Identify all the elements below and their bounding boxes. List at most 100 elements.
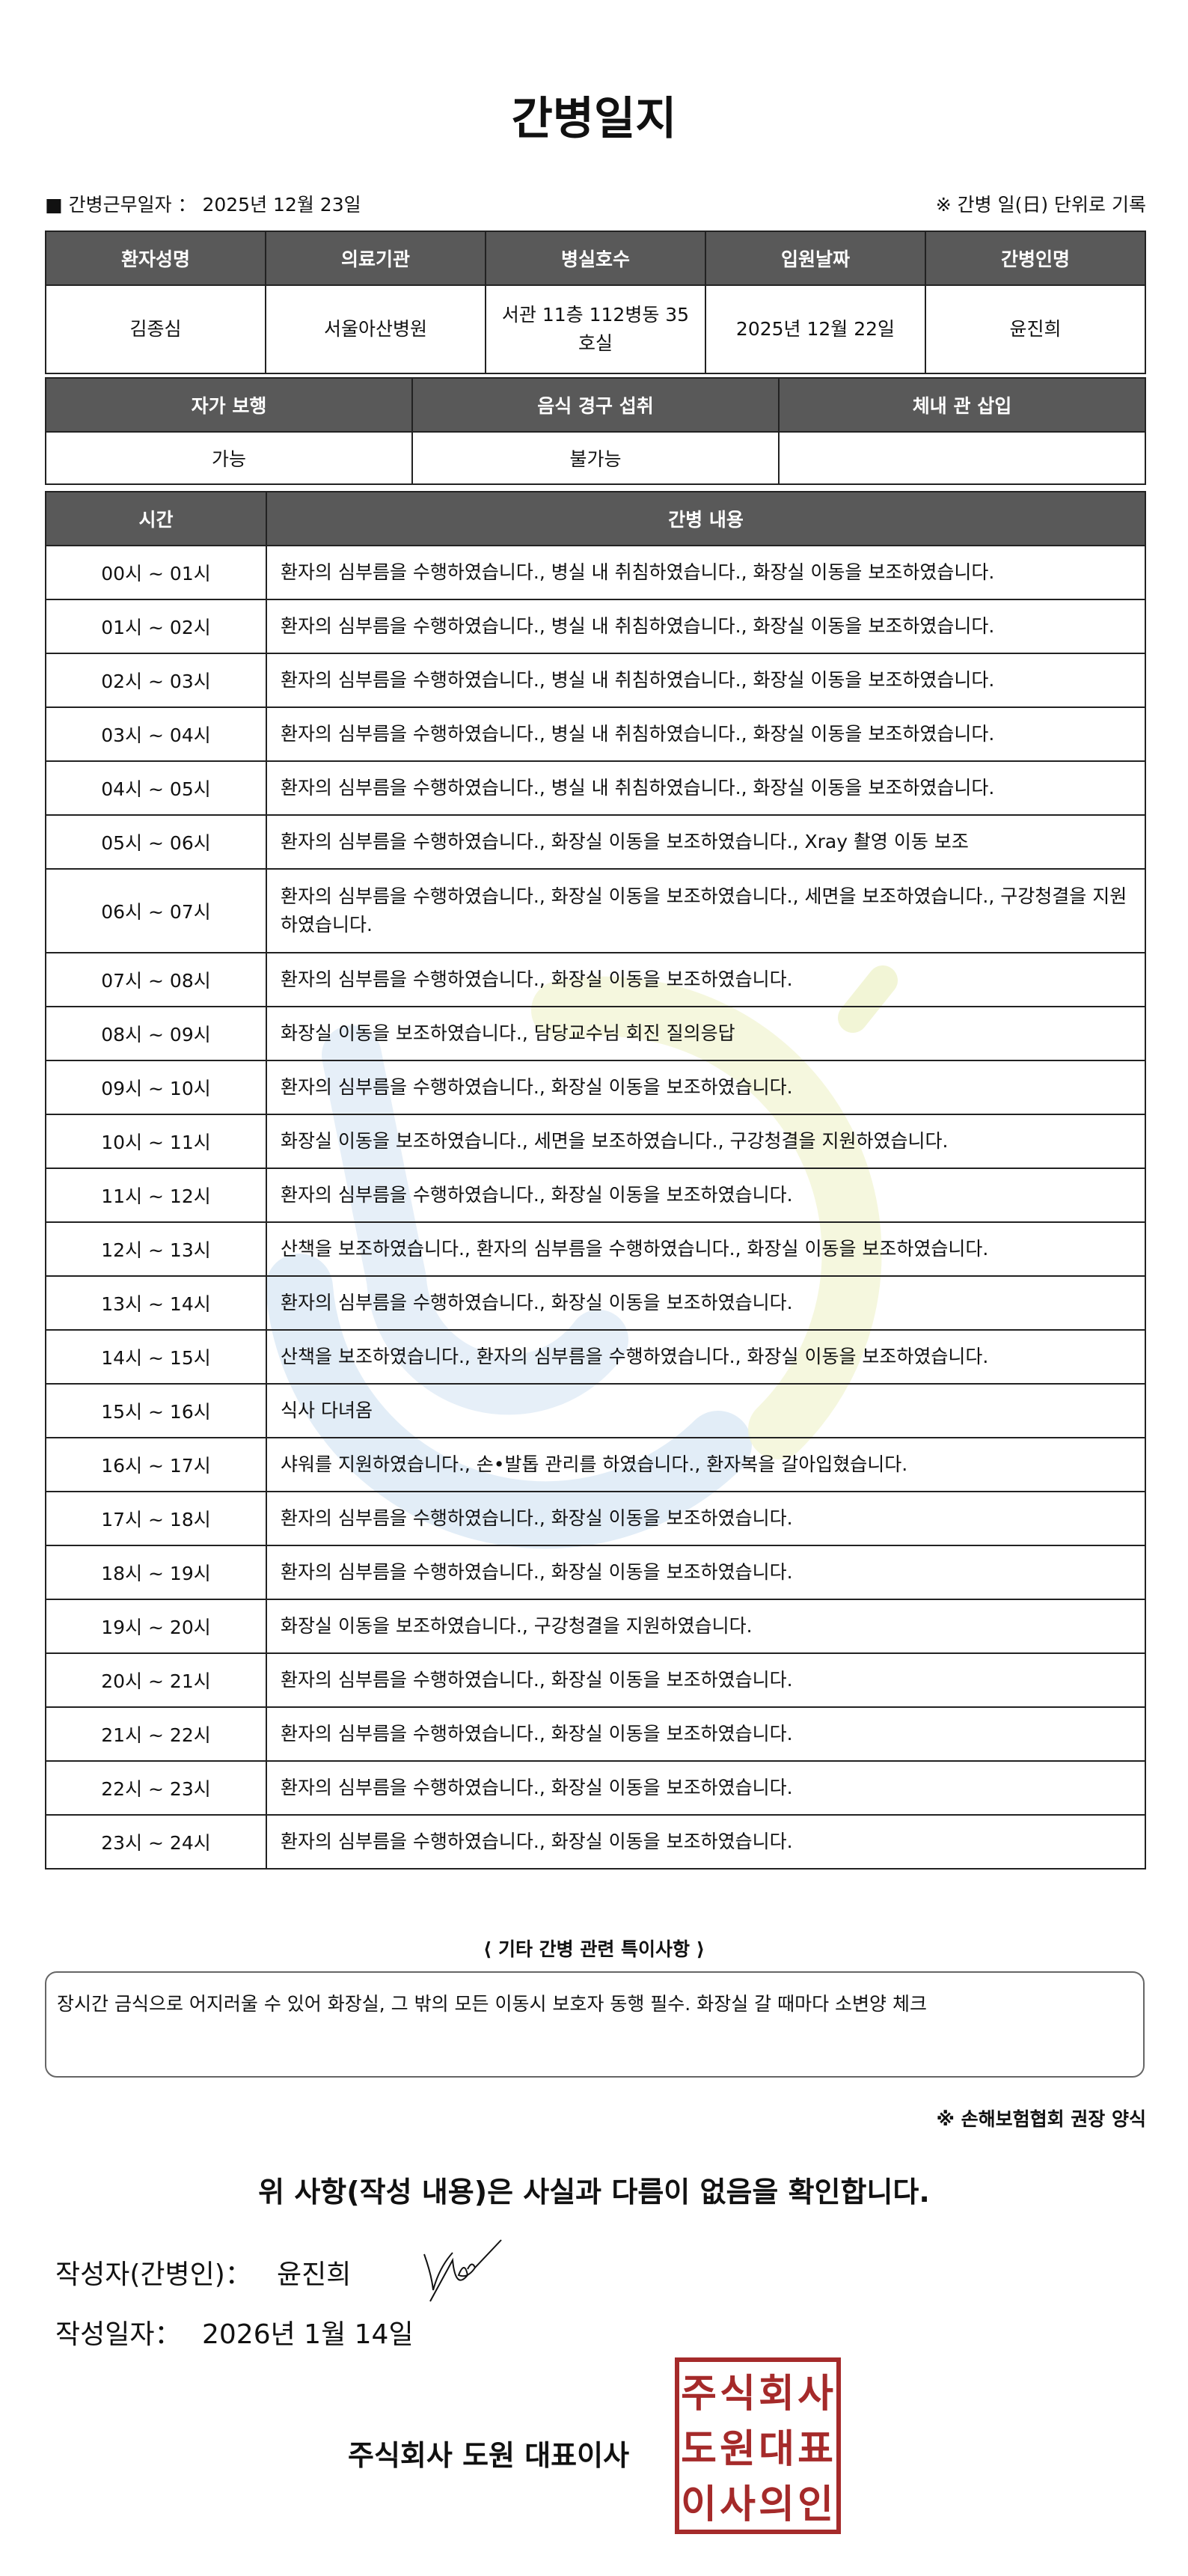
notes-box: 장시간 금식으로 어지러울 수 있어 화장실, 그 밖의 모든 이동시 보호자 … <box>45 1971 1145 2078</box>
log-row: 04시 ~ 05시 환자의 심부름을 수행하였습니다., 병실 내 취침하였습니다… <box>45 760 1146 816</box>
log-time: 20시 ~ 21시 <box>45 1652 267 1708</box>
log-time: 17시 ~ 18시 <box>45 1491 267 1546</box>
tube <box>778 431 1146 485</box>
log-content: 환자의 심부름을 수행하였습니다., 화장실 이동을 보조하였습니다. <box>266 1706 1146 1762</box>
log-time: 21시 ~ 22시 <box>45 1706 267 1762</box>
seal-character: 사 <box>720 2482 756 2527</box>
log-content: 환자의 심부름을 수행하였습니다., 병실 내 취침하였습니다., 화장실 이동… <box>266 706 1146 762</box>
log-content: 환자의 심부름을 수행하였습니다., 화장실 이동을 보조하였습니다. <box>266 1760 1146 1816</box>
log-content: 환자의 심부름을 수행하였습니다., 화장실 이동을 보조하였습니다. <box>266 1060 1146 1115</box>
admission-date: 2025년 12월 22일 <box>705 284 926 374</box>
seal-character: 원 <box>720 2427 756 2472</box>
page-title: 간병일지 <box>511 93 677 145</box>
log-content: 환자의 심부름을 수행하였습니다., 병실 내 취침하였습니다., 화장실 이동… <box>266 760 1146 816</box>
seal-character: 표 <box>797 2427 833 2472</box>
log-time: 05시 ~ 06시 <box>45 814 267 870</box>
log-content: 환자의 심부름을 수행하였습니다., 화장실 이동을 보조하였습니다., Xra… <box>266 814 1146 870</box>
log-time: 14시 ~ 15시 <box>45 1329 267 1385</box>
header-tube: 체내 관 삽입 <box>778 377 1146 433</box>
written-date-label: 작성일자： <box>55 2319 182 2350</box>
log-time: 13시 ~ 14시 <box>45 1275 267 1331</box>
log-row: 19시 ~ 20시 화장실 이동을 보조하였습니다., 구강청결을 지원하였습니다… <box>45 1599 1146 1654</box>
header-time: 시간 <box>45 491 267 546</box>
seal-character: 도 <box>681 2427 717 2472</box>
patient-info-table: 환자성명 의료기관 병실호수 입원날짜 간병인명 김종심 서울아산병원 서관 1… <box>45 231 1146 374</box>
log-row: 01시 ~ 02시 환자의 심부름을 수행하였습니다., 병실 내 취침하였습니다… <box>45 599 1146 654</box>
log-row: 23시 ~ 24시 환자의 심부름을 수행하였습니다., 화장실 이동을 보조하였… <box>45 1814 1146 1870</box>
work-date-value: 2025년 12월 23일 <box>202 194 361 216</box>
log-row: 16시 ~ 17시 샤워를 지원하였습니다., 손•발톱 관리를 하였습니다., … <box>45 1437 1146 1492</box>
log-row: 07시 ~ 08시 환자의 심부름을 수행하였습니다., 화장실 이동을 보조하였… <box>45 952 1146 1007</box>
patient-status-table: 자가 보행 음식 경구 섭취 체내 관 삽입 가능 불가능 <box>45 377 1146 485</box>
log-content: 식사 다녀옴 <box>266 1383 1146 1438</box>
author-label: 작성자(간병인)： <box>55 2259 252 2290</box>
log-content: 환자의 심부름을 수행하였습니다., 화장실 이동을 보조하였습니다. <box>266 952 1146 1007</box>
log-time: 07시 ~ 08시 <box>45 952 267 1007</box>
log-time: 16시 ~ 17시 <box>45 1437 267 1492</box>
log-content: 화장실 이동을 보조하였습니다., 구강청결을 지원하였습니다. <box>266 1599 1146 1654</box>
log-content: 환자의 심부름을 수행하였습니다., 화장실 이동을 보조하였습니다. <box>266 1275 1146 1331</box>
header-walking: 자가 보행 <box>45 377 413 433</box>
log-time: 22시 ~ 23시 <box>45 1760 267 1816</box>
log-time: 23시 ~ 24시 <box>45 1814 267 1870</box>
log-time: 08시 ~ 09시 <box>45 1006 267 1061</box>
log-row: 00시 ~ 01시 환자의 심부름을 수행하였습니다., 병실 내 취침하였습니다… <box>45 545 1146 600</box>
room: 서관 11층 112병동 35호실 <box>485 284 706 374</box>
log-row: 13시 ~ 14시 환자의 심부름을 수행하였습니다., 화장실 이동을 보조하였… <box>45 1275 1146 1331</box>
log-row: 17시 ~ 18시 환자의 심부름을 수행하였습니다., 화장실 이동을 보조하였… <box>45 1491 1146 1546</box>
log-time: 00시 ~ 01시 <box>45 545 267 600</box>
notes-label: ⟨ 기타 간병 관련 특이사항 ⟩ <box>483 1938 705 1960</box>
record-note: ※ 간병 일(日) 단위로 기록 <box>935 194 1146 216</box>
log-content: 환자의 심부름을 수행하였습니다., 화장실 이동을 보조하였습니다. <box>266 1491 1146 1546</box>
log-time: 19시 ~ 20시 <box>45 1599 267 1654</box>
author-name: 윤진희 <box>277 2259 352 2290</box>
header-room: 병실호수 <box>485 231 706 286</box>
log-time: 18시 ~ 19시 <box>45 1545 267 1600</box>
form-note: ※ 손해보험협회 권장 양식 <box>936 2108 1146 2130</box>
log-content: 산책을 보조하였습니다., 환자의 심부름을 수행하였습니다., 화장실 이동을… <box>266 1221 1146 1277</box>
header-hospital: 의료기관 <box>265 231 486 286</box>
log-content: 환자의 심부름을 수행하였습니다., 화장실 이동을 보조하였습니다. <box>266 1545 1146 1600</box>
log-content: 화장실 이동을 보조하였습니다., 담당교수님 회진 질의응답 <box>266 1006 1146 1061</box>
log-content: 환자의 심부름을 수행하였습니다., 화장실 이동을 보조하였습니다. <box>266 1168 1146 1223</box>
log-row: 15시 ~ 16시 식사 다녀옴 <box>45 1383 1146 1438</box>
log-row: 11시 ~ 12시 환자의 심부름을 수행하였습니다., 화장실 이동을 보조하였… <box>45 1168 1146 1223</box>
log-row: 09시 ~ 10시 환자의 심부름을 수행하였습니다., 화장실 이동을 보조하였… <box>45 1060 1146 1115</box>
log-row: 14시 ~ 15시 산책을 보조하였습니다., 환자의 심부름을 수행하였습니다.… <box>45 1329 1146 1385</box>
log-row: 06시 ~ 07시 환자의 심부름을 수행하였습니다., 화장실 이동을 보조하였… <box>45 868 1146 953</box>
seal-character: 의 <box>759 2482 794 2527</box>
log-time: 04시 ~ 05시 <box>45 760 267 816</box>
log-row: 22시 ~ 23시 환자의 심부름을 수행하였습니다., 화장실 이동을 보조하였… <box>45 1760 1146 1816</box>
log-row: 08시 ~ 09시 화장실 이동을 보조하였습니다., 담당교수님 회진 질의응답 <box>45 1006 1146 1061</box>
log-content: 환자의 심부름을 수행하였습니다., 병실 내 취침하였습니다., 화장실 이동… <box>266 545 1146 600</box>
header-oral-intake: 음식 경구 섭취 <box>411 377 780 433</box>
company-representative: 주식회사 도원 대표이사 <box>348 2439 630 2472</box>
header-caregiver: 간병인명 <box>925 231 1146 286</box>
seal-character: 주 <box>681 2372 717 2417</box>
log-row: 12시 ~ 13시 산책을 보조하였습니다., 환자의 심부름을 수행하였습니다.… <box>45 1221 1146 1277</box>
seal-character: 사 <box>797 2372 833 2417</box>
log-row: 05시 ~ 06시 환자의 심부름을 수행하였습니다., 화장실 이동을 보조하였… <box>45 814 1146 870</box>
header-patient-name: 환자성명 <box>45 231 266 286</box>
header-content: 간병 내용 <box>266 491 1146 546</box>
walking: 가능 <box>45 431 413 485</box>
caregiver: 윤진희 <box>925 284 1146 374</box>
log-time: 15시 ~ 16시 <box>45 1383 267 1438</box>
seal-character: 식 <box>720 2372 756 2417</box>
log-row: 20시 ~ 21시 환자의 심부름을 수행하였습니다., 화장실 이동을 보조하였… <box>45 1652 1146 1708</box>
log-content: 환자의 심부름을 수행하였습니다., 화장실 이동을 보조하였습니다., 세면을… <box>266 868 1146 953</box>
log-content: 화장실 이동을 보조하였습니다., 세면을 보조하였습니다., 구강청결을 지원… <box>266 1114 1146 1169</box>
work-date: ■ 간병근무일자 ： 2025년 12월 23일 <box>45 190 361 217</box>
log-time: 12시 ~ 13시 <box>45 1221 267 1277</box>
log-row: 18시 ~ 19시 환자의 심부름을 수행하였습니다., 화장실 이동을 보조하였… <box>45 1545 1146 1600</box>
log-content: 환자의 심부름을 수행하였습니다., 화장실 이동을 보조하였습니다. <box>266 1652 1146 1708</box>
log-time: 06시 ~ 07시 <box>45 868 267 953</box>
care-log-table: 시간 간병 내용 00시 ~ 01시 환자의 심부름을 수행하였습니다., 병실 … <box>45 491 1146 1870</box>
log-time: 03시 ~ 04시 <box>45 706 267 762</box>
log-content: 산책을 보조하였습니다., 환자의 심부름을 수행하였습니다., 화장실 이동을… <box>266 1329 1146 1385</box>
log-time: 09시 ~ 10시 <box>45 1060 267 1115</box>
log-time: 10시 ~ 11시 <box>45 1114 267 1169</box>
header-admission-date: 입원날짜 <box>705 231 926 286</box>
seal-character: 대 <box>759 2427 794 2472</box>
work-date-label: ■ 간병근무일자 ： <box>45 194 197 216</box>
